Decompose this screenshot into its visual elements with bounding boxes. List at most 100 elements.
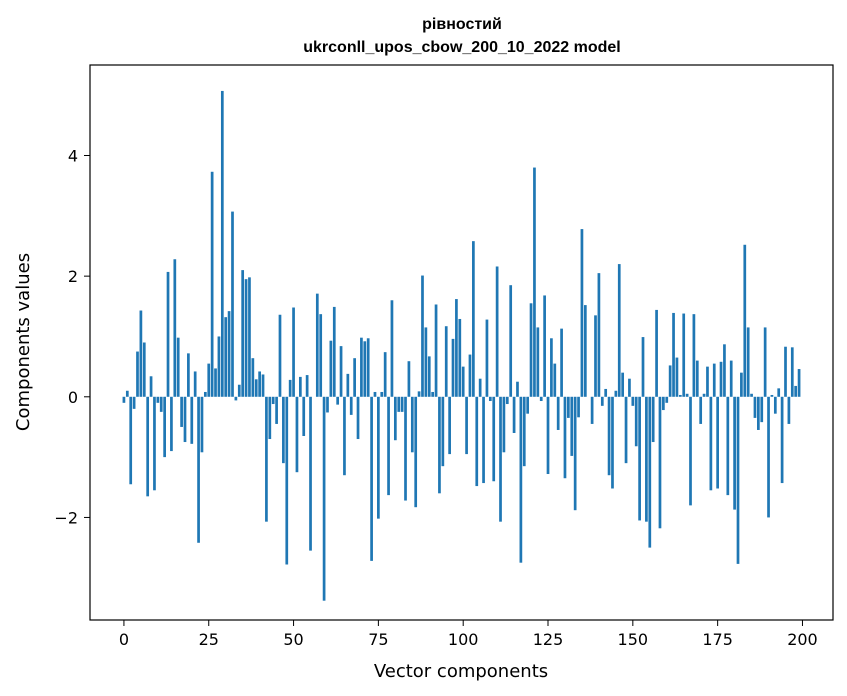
bar-10 (156, 396, 160, 403)
bar-14 (170, 396, 173, 452)
bar-196 (787, 396, 791, 424)
chart-title-line1: рівностий (422, 16, 502, 33)
bar-88 (421, 275, 424, 397)
bar-181 (736, 396, 740, 564)
bar-158 (658, 396, 662, 529)
bar-148 (624, 396, 628, 464)
bar-55 (309, 396, 312, 551)
bar-138 (590, 396, 594, 424)
bar-63 (336, 396, 340, 405)
bar-52 (298, 376, 302, 397)
bar-111 (499, 396, 502, 522)
bar-175 (716, 396, 719, 489)
bar-192 (773, 396, 777, 414)
bar-22 (197, 396, 200, 543)
bar-49 (288, 379, 292, 397)
bar-170 (699, 396, 703, 424)
bar-189 (763, 327, 767, 397)
bar-25 (207, 363, 211, 397)
bar-155 (648, 396, 652, 548)
x-tick-label-0: 0 (119, 630, 129, 649)
bar-6 (142, 342, 146, 397)
bar-184 (746, 327, 750, 397)
bar-145 (614, 390, 618, 397)
bar-68 (353, 358, 356, 397)
x-tick-label-50: 50 (283, 630, 303, 649)
bar-40 (258, 371, 261, 397)
bar-62 (332, 306, 336, 397)
bar-101 (465, 396, 468, 455)
bar-29 (220, 90, 224, 397)
bar-132 (570, 396, 574, 456)
bar-104 (475, 396, 479, 487)
bar-91 (431, 391, 435, 397)
x-tick-label-75: 75 (368, 630, 388, 649)
bar-107 (485, 319, 489, 397)
bar-161 (668, 365, 672, 397)
bar-53 (302, 396, 306, 436)
bar-136 (583, 305, 587, 397)
bar-174 (712, 363, 716, 397)
bar-152 (638, 396, 641, 521)
bar-27 (214, 368, 217, 397)
bar-179 (729, 360, 733, 397)
bar-169 (695, 360, 699, 397)
bar-162 (672, 312, 675, 397)
bar-87 (417, 391, 421, 397)
bar-30 (224, 317, 228, 397)
bar-127 (553, 363, 557, 397)
bar-154 (645, 396, 648, 522)
bar-190 (767, 396, 770, 518)
bar-126 (550, 338, 553, 397)
bar-128 (556, 396, 560, 430)
bar-187 (757, 396, 760, 430)
bar-70 (360, 337, 363, 397)
bar-166 (685, 393, 689, 397)
bar-39 (254, 379, 258, 397)
bar-195 (784, 346, 787, 397)
bar-165 (682, 313, 686, 397)
bar-198 (794, 385, 798, 397)
bar-45 (275, 396, 278, 424)
bar-113 (505, 396, 509, 405)
bar-85 (410, 396, 414, 453)
bar-46 (278, 314, 282, 397)
bar-135 (580, 229, 584, 397)
bars-group (122, 90, 801, 601)
bar-19 (187, 353, 190, 397)
bar-0 (122, 396, 126, 403)
bar-102 (468, 354, 472, 397)
bar-33 (234, 396, 238, 401)
bar-98 (455, 299, 458, 397)
bar-12 (163, 396, 166, 458)
bar-13 (166, 271, 170, 397)
bar-167 (689, 396, 692, 506)
bar-18 (183, 396, 187, 443)
x-tick-label-200: 200 (787, 630, 818, 649)
bar-108 (488, 396, 492, 402)
bar-35 (241, 270, 245, 397)
bar-173 (709, 396, 713, 491)
bar-122 (536, 327, 540, 397)
bar-1 (125, 390, 129, 397)
bar-86 (414, 396, 418, 508)
bar-94 (441, 396, 445, 467)
bar-129 (560, 328, 563, 397)
bar-149 (628, 378, 631, 397)
bar-44 (271, 396, 275, 405)
bar-121 (533, 167, 536, 397)
bar-133 (573, 396, 577, 511)
y-ticks-group: −2 0 2 4 (54, 146, 90, 527)
bar-77 (383, 352, 387, 397)
bar-106 (482, 396, 485, 484)
bar-99 (458, 318, 462, 397)
bar-54 (305, 375, 309, 397)
bar-176 (719, 361, 723, 397)
bar-112 (502, 396, 506, 453)
x-tick-label-25: 25 (199, 630, 219, 649)
bar-81 (397, 396, 401, 412)
bar-125 (546, 396, 550, 475)
bar-185 (750, 393, 753, 397)
